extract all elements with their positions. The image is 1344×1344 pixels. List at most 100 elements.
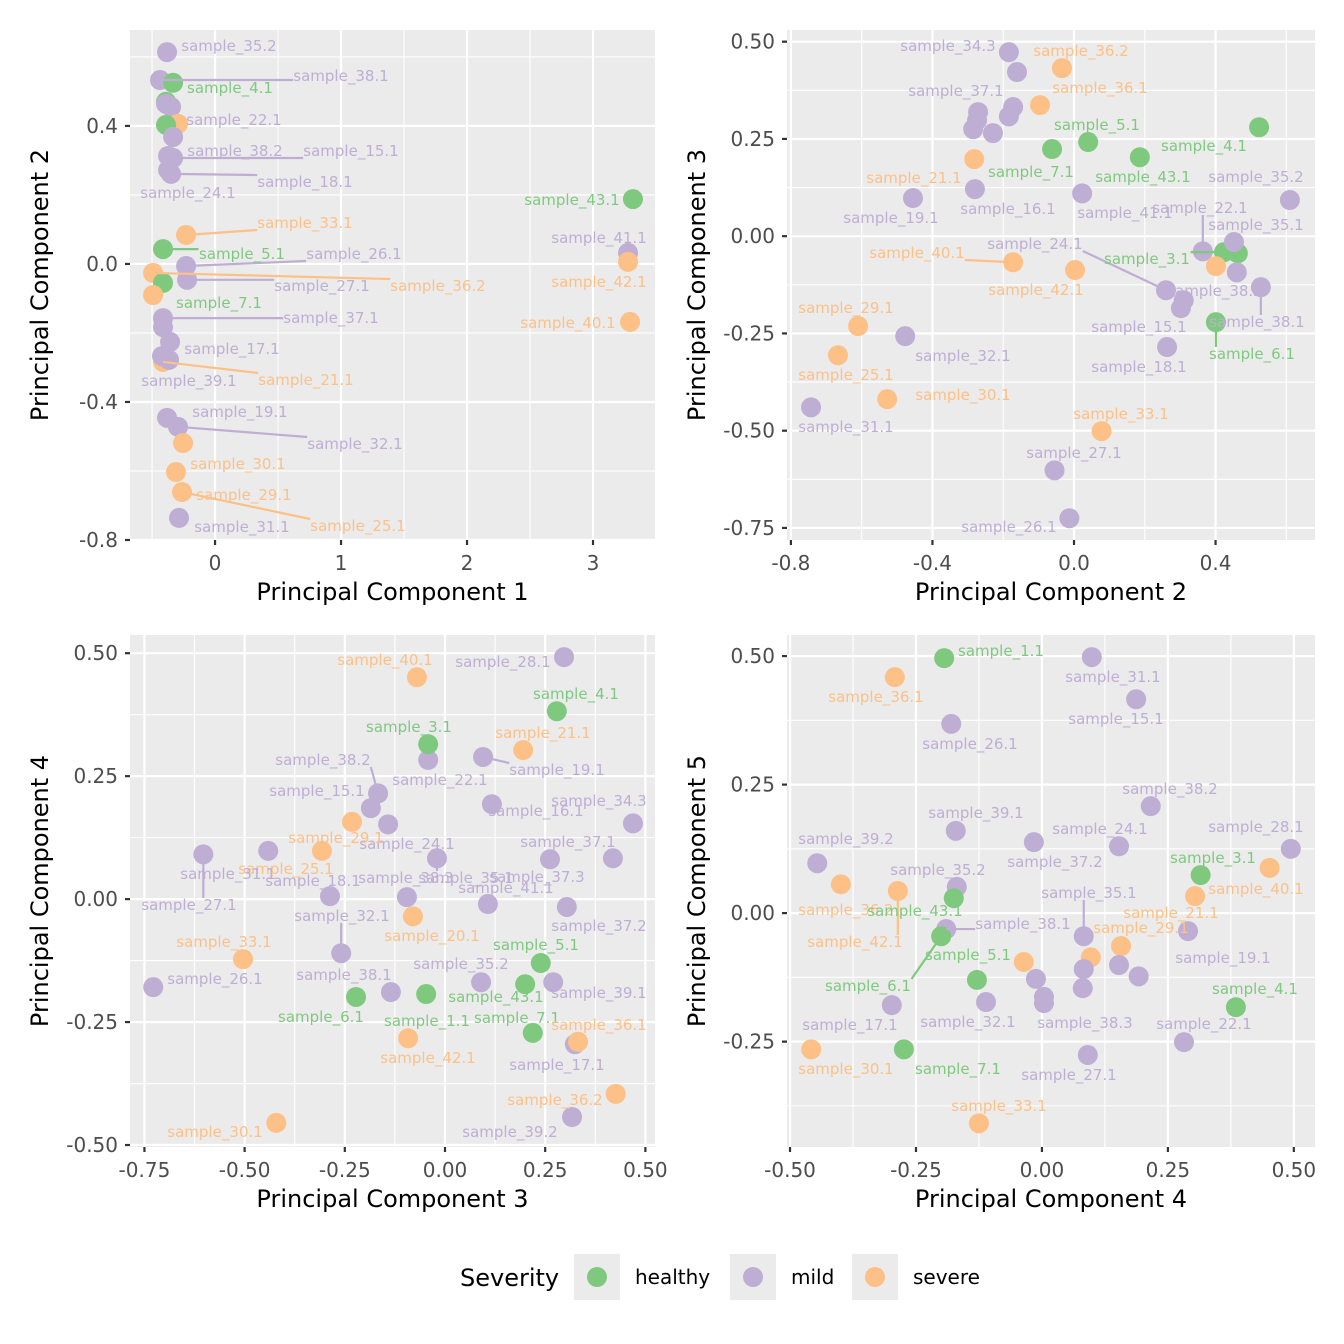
point-label: sample_30.1 <box>798 1060 893 1079</box>
data-point-unlabeled-mild <box>998 106 1019 127</box>
point-labels: sample_34.3 sample_36.2 sample_36.1 sample_… <box>798 37 1304 537</box>
point-label: sample_22.1 <box>392 771 487 790</box>
x-tick-label: 0 <box>209 551 222 575</box>
point-label: sample_22.1 <box>186 111 281 130</box>
point-label: sample_27.1 <box>1026 444 1121 463</box>
data-point-sample_36.2 <box>1051 58 1072 79</box>
point-label: sample_28.1 <box>455 653 550 672</box>
legend-key-healthy-point <box>587 1267 607 1287</box>
point-label: sample_40.1 <box>337 651 432 670</box>
data-point-sample_40.1 <box>620 311 641 332</box>
point-label: sample_38.1 <box>293 67 388 86</box>
data-point-sample_26.1 <box>941 713 962 734</box>
y-tick-label: 0.25 <box>73 764 118 788</box>
data-point-sample_4.1 <box>1249 117 1270 138</box>
point-label: sample_40.1 <box>1208 880 1303 899</box>
data-point-sample_41.1 <box>1072 183 1093 204</box>
data-point-unlabeled-mild <box>1025 968 1046 989</box>
data-point-sample_1.1 <box>934 648 955 669</box>
y-tick-label: 0.00 <box>73 887 118 911</box>
point-label: sample_32.1 <box>307 435 402 454</box>
y-tick-label: -0.50 <box>66 1133 118 1157</box>
label-connector <box>964 258 1014 264</box>
point-label: sample_30.1 <box>167 1123 262 1142</box>
point-label: sample_25.1 <box>238 860 333 879</box>
point-label: sample_29.1 <box>798 299 893 318</box>
data-point-sample_26.1 <box>143 977 164 998</box>
point-labels: sample_35.2 sample_38.1 sample_4.1 sample_2… <box>140 37 646 537</box>
axes: -0.8 -0.4 0.0 0.4 -0.75 -0.50 -0.25 0.00 0.25 0.5… <box>683 30 1231 606</box>
data-point-sample_34.3 <box>622 813 643 834</box>
point-label: sample_32.1 <box>920 1013 1015 1032</box>
scatter-panels: 0 1 2 3 -0.8 -0.4 0.0 0.4 Principal Component 1 P… <box>26 30 1316 1213</box>
point-label: sample_40.1 <box>869 244 964 263</box>
legend-key-mild-point <box>743 1267 763 1287</box>
y-tick-label: 0.25 <box>730 773 775 797</box>
y-axis-title: Principal Component 2 <box>26 149 54 421</box>
data-point-sample_24.1 <box>1109 836 1130 857</box>
y-tick-label: -0.25 <box>723 1030 775 1054</box>
point-label: sample_43.1 <box>1095 168 1190 187</box>
x-tick-label: 3 <box>587 551 600 575</box>
y-tick-label: -0.25 <box>66 1010 118 1034</box>
point-label: sample_36.2 <box>1033 42 1128 61</box>
point-label: sample_26.1 <box>961 518 1056 537</box>
point-label: sample_16.1 <box>488 802 583 821</box>
data-point-sample_21.1 <box>964 149 985 170</box>
data-points <box>801 42 1300 529</box>
point-label: sample_26.1 <box>167 970 262 989</box>
point-label: sample_18.1 <box>257 173 352 192</box>
data-point-sample_16.1 <box>964 179 985 200</box>
point-label: sample_32.1 <box>915 347 1010 366</box>
data-point-sample_34.3 <box>998 42 1019 63</box>
point-label: sample_36.2 <box>798 901 893 920</box>
point-label: sample_43.1 <box>448 988 543 1007</box>
data-point-sample_43.1 <box>622 189 643 210</box>
legend: Severity healthy mild severe <box>460 1254 980 1300</box>
data-point-sample_27.1 <box>1077 1044 1098 1065</box>
data-point-sample_38.1 <box>380 982 401 1003</box>
data-point-sample_3.1 <box>1190 865 1211 886</box>
point-label: sample_42.1 <box>807 933 902 952</box>
scatter-panel-4: -0.50 -0.25 0.00 0.25 0.50 -0.25 0.00 0.25 0.50 P… <box>683 635 1316 1213</box>
legend-label-mild: mild <box>791 1265 834 1289</box>
point-label: sample_18.1 <box>265 872 360 891</box>
point-label: sample_26.1 <box>306 245 401 264</box>
data-point-sample_38.3 <box>1072 978 1093 999</box>
label-connectors <box>896 891 1085 980</box>
x-tick-label: 0.00 <box>1020 1158 1065 1182</box>
y-axis-title: Principal Component 5 <box>683 755 711 1027</box>
point-label: sample_3.1 <box>1170 849 1256 868</box>
x-tick-label: -0.75 <box>119 1158 171 1182</box>
x-axis-title: Principal Component 2 <box>915 578 1187 606</box>
x-tick-label: 1 <box>335 551 348 575</box>
data-point-sample_24.1 <box>378 814 399 835</box>
x-tick-label: 0.0 <box>1058 551 1090 575</box>
point-label: sample_6.1 <box>278 1008 364 1027</box>
point-label: sample_29.1 <box>288 829 383 848</box>
y-tick-label: -0.50 <box>723 419 775 443</box>
y-tick-label: -0.25 <box>723 321 775 345</box>
x-tick-label: 0.25 <box>1146 1158 1191 1182</box>
scatter-panel-2: -0.8 -0.4 0.0 0.4 -0.75 -0.50 -0.25 0.00 0.25 0.5… <box>683 30 1315 606</box>
point-label: sample_43.1 <box>867 902 962 921</box>
data-point-sample_15.1 <box>1126 689 1147 710</box>
point-label: sample_19.1 <box>192 403 287 422</box>
data-point-sample_30.1 <box>801 1039 822 1060</box>
data-point-sample_28.1 <box>1280 838 1301 859</box>
y-tick-label: 0.25 <box>730 127 775 151</box>
data-point-sample_17.1 <box>881 995 902 1016</box>
data-point-sample_29.1 <box>1111 936 1132 957</box>
data-point-sample_43.1 <box>515 974 536 995</box>
point-label: sample_24.1 <box>359 835 454 854</box>
point-label: sample_33.1 <box>257 214 352 233</box>
point-label: sample_25.1 <box>798 366 893 385</box>
point-label: sample_29.1 <box>1093 919 1188 938</box>
data-point-sample_33.1 <box>1091 421 1112 442</box>
point-label: sample_38.2 <box>1122 780 1217 799</box>
data-point-sample_39.1 <box>945 820 966 841</box>
data-point-sample_22.1 <box>1174 1032 1195 1053</box>
point-label: sample_39.1 <box>928 804 1023 823</box>
data-point-sample_4.1 <box>546 701 567 722</box>
point-label: sample_34.3 <box>900 37 995 56</box>
